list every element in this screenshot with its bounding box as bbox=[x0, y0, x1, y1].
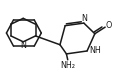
Text: O: O bbox=[106, 21, 112, 30]
Text: NH₂: NH₂ bbox=[60, 61, 75, 70]
Text: N: N bbox=[81, 14, 87, 23]
Text: NH: NH bbox=[90, 46, 101, 55]
Text: N: N bbox=[20, 41, 26, 50]
